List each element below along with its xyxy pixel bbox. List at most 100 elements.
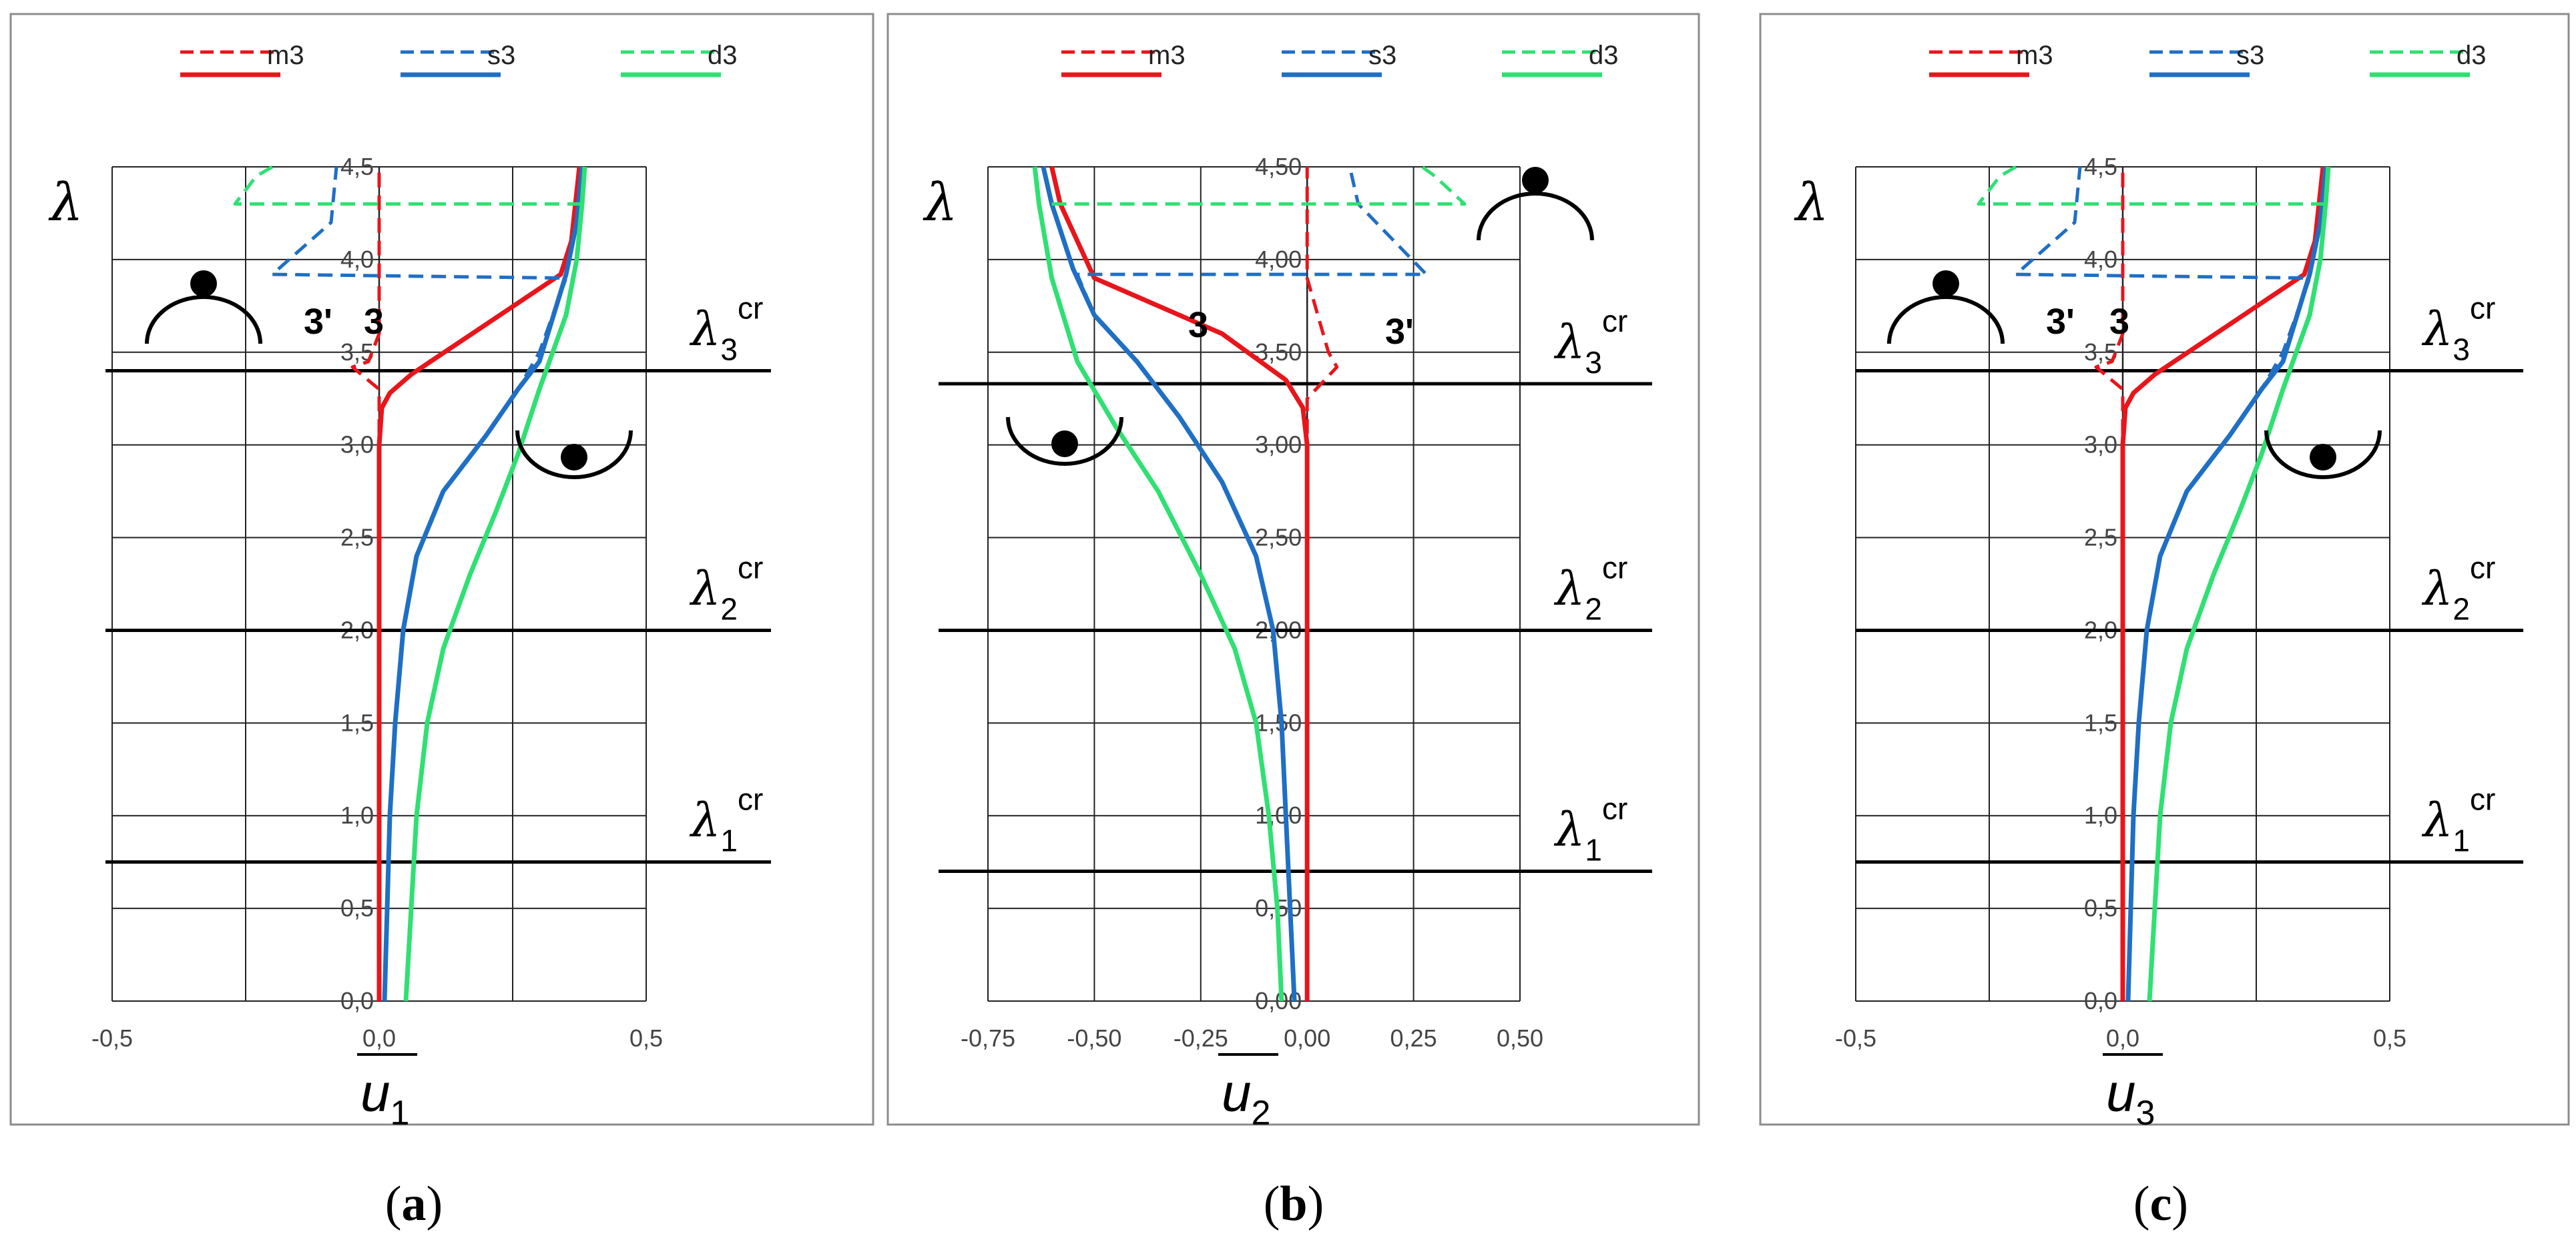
critical-line-label: λ1cr (2421, 782, 2495, 858)
series-s3-dashed (1075, 166, 1429, 1002)
critical-line-lambda: λ (1553, 315, 1585, 370)
critical-line-sub: 1 (720, 824, 738, 858)
critical-line-sub: 3 (720, 332, 738, 367)
y-tick-label: 0,0 (340, 987, 374, 1014)
y-tick-label: 4,0 (2084, 246, 2117, 273)
unstable-equilibrium-icon (145, 295, 262, 344)
critical-line-sup: cr (1602, 304, 1627, 338)
y-tick-label: 1,5 (2084, 709, 2117, 736)
series-d3-dashed (1977, 165, 2326, 206)
legend-label: s3 (1368, 41, 1396, 70)
panel-caption: (b) (1264, 1177, 1324, 1231)
panel-frame (1759, 13, 2570, 1126)
critical-line-sub: 1 (1585, 833, 1602, 868)
y-tick-label: 4,50 (1255, 153, 1302, 180)
y-tick-label: 0,5 (340, 894, 374, 922)
y-tick-label: 1,00 (1255, 802, 1302, 829)
series-d3-solid (2147, 166, 2331, 1002)
critical-line-label: λ1cr (1553, 792, 1627, 868)
unstable-equilibrium-icon (1887, 295, 2005, 344)
ball-icon (1933, 270, 1959, 297)
critical-line-lambda: λ (2421, 302, 2453, 357)
series-d3-dashed (1051, 165, 1467, 206)
caption-letter: a (402, 1177, 427, 1231)
caption-letter: c (2150, 1177, 2172, 1231)
y-axis-label: λ (923, 173, 957, 233)
y-tick-label: 4,5 (2084, 153, 2117, 180)
series-m3-dashed (350, 167, 381, 1001)
x-tick-label: 0,25 (1390, 1024, 1437, 1052)
caption-close: ) (427, 1177, 443, 1231)
stable-equilibrium-icon (2264, 430, 2382, 479)
series-d3-dashed (233, 165, 582, 206)
series-m3-dashed (1305, 167, 1339, 1001)
critical-line-sup: cr (738, 550, 763, 585)
critical-line-sub: 1 (2453, 824, 2470, 858)
panel-caption: (a) (385, 1177, 443, 1231)
critical-line-sup: cr (738, 291, 763, 326)
critical-line-sub: 3 (2453, 332, 2470, 367)
legend-label: s3 (487, 41, 515, 70)
annotation-label: 3 (364, 302, 384, 342)
caption-open: ( (385, 1177, 402, 1231)
critical-line-label: λ3cr (1553, 304, 1627, 380)
x-tick-label: 0,50 (1497, 1024, 1543, 1052)
y-tick-label: 1,0 (2084, 802, 2117, 829)
critical-line-label: λ3cr (689, 291, 763, 367)
y-tick-label: 2,50 (1255, 524, 1302, 551)
y-tick-label: 2,5 (340, 524, 374, 551)
y-axis-label: λ (48, 173, 83, 233)
x-tick-label: 0,0 (362, 1024, 396, 1052)
critical-line-label: λ1cr (689, 782, 763, 858)
critical-line-sub: 3 (1585, 345, 1602, 380)
x-tick-label: 0,00 (1284, 1024, 1330, 1052)
critical-line-lambda: λ (689, 561, 720, 616)
series-m3-solid (376, 166, 582, 1001)
y-tick-label: 3,00 (1255, 431, 1302, 458)
x-axis-label-sub: 3 (2136, 1094, 2155, 1133)
annotation-label: 3' (2046, 302, 2075, 342)
y-tick-label: 1,5 (340, 709, 374, 736)
panel-c: 0,00,51,01,52,02,53,03,54,04,5-0,5 0,0 0,5… (1759, 13, 2570, 1133)
ball-icon (1522, 167, 1549, 194)
critical-line-lambda: λ (1553, 803, 1585, 858)
critical-line-label: λ2cr (2421, 550, 2495, 626)
panel-b: 0,000,501,001,502,002,503,003,504,004,50… (886, 13, 1700, 1133)
stable-equilibrium-icon (1006, 416, 1123, 466)
x-axis-label: u3 (2106, 1063, 2155, 1133)
stable-equilibrium-icon (515, 430, 633, 479)
critical-line-sup: cr (1602, 792, 1627, 826)
series-s3-dashed (2014, 166, 2312, 1002)
series-s3-dashed (270, 166, 568, 1002)
ball-icon (2310, 444, 2336, 471)
critical-line-lambda: λ (1553, 561, 1585, 616)
y-tick-label: 3,0 (2084, 431, 2117, 458)
y-tick-label: 2,5 (2084, 524, 2117, 551)
legend-label: s3 (2236, 41, 2264, 70)
x-axis-label-main: u (2106, 1063, 2136, 1123)
legend-label: m3 (2016, 41, 2053, 70)
legend-label: m3 (267, 41, 304, 70)
critical-line-label: λ2cr (689, 550, 763, 626)
y-tick-label: 1,0 (340, 802, 374, 829)
x-axis-label-main: u (360, 1063, 391, 1123)
critical-line-lambda: λ (2421, 561, 2453, 616)
y-tick-label: 4,5 (340, 153, 374, 180)
legend-label: m3 (1148, 41, 1186, 70)
x-axis-label: u1 (360, 1063, 409, 1133)
ball-icon (1051, 430, 1078, 457)
series-m3-dashed (2094, 167, 2125, 1001)
x-tick-label: -0,75 (961, 1024, 1015, 1052)
panel-frame (9, 13, 874, 1126)
series-d3-solid (1032, 166, 1284, 1002)
x-tick-label: -0,50 (1067, 1024, 1121, 1052)
caption-close: ) (1308, 1177, 1324, 1231)
series-d3-solid (403, 166, 587, 1002)
annotation-label: 3 (1188, 305, 1208, 345)
x-tick-label: 0,5 (629, 1024, 663, 1052)
annotation-label: 3 (2109, 302, 2129, 342)
critical-line-lambda: λ (2421, 794, 2453, 848)
x-tick-label: 0,0 (2106, 1024, 2139, 1052)
y-tick-label: 0,0 (2084, 987, 2117, 1014)
caption-open: ( (2133, 1177, 2150, 1231)
